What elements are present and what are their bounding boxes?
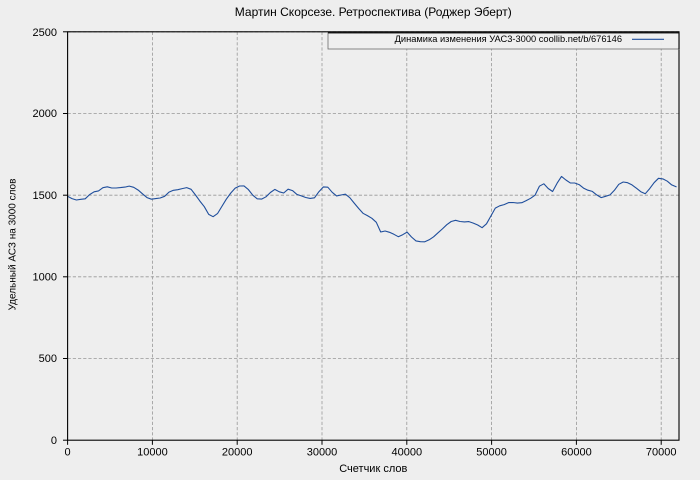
svg-text:2000: 2000	[33, 108, 57, 120]
svg-text:60000: 60000	[561, 447, 592, 459]
svg-text:40000: 40000	[392, 447, 423, 459]
svg-text:30000: 30000	[307, 447, 338, 459]
svg-text:1000: 1000	[33, 271, 57, 283]
svg-text:500: 500	[39, 353, 57, 365]
svg-text:70000: 70000	[646, 447, 677, 459]
svg-text:50000: 50000	[476, 447, 507, 459]
svg-text:Динамика изменения УАС3-3000 c: Динамика изменения УАС3-3000 coollib.net…	[395, 34, 622, 44]
svg-text:10000: 10000	[137, 447, 168, 459]
svg-text:20000: 20000	[222, 447, 253, 459]
svg-text:2500: 2500	[33, 27, 57, 39]
svg-text:0: 0	[65, 447, 71, 459]
svg-text:1500: 1500	[33, 190, 57, 202]
svg-text:0: 0	[51, 435, 57, 447]
